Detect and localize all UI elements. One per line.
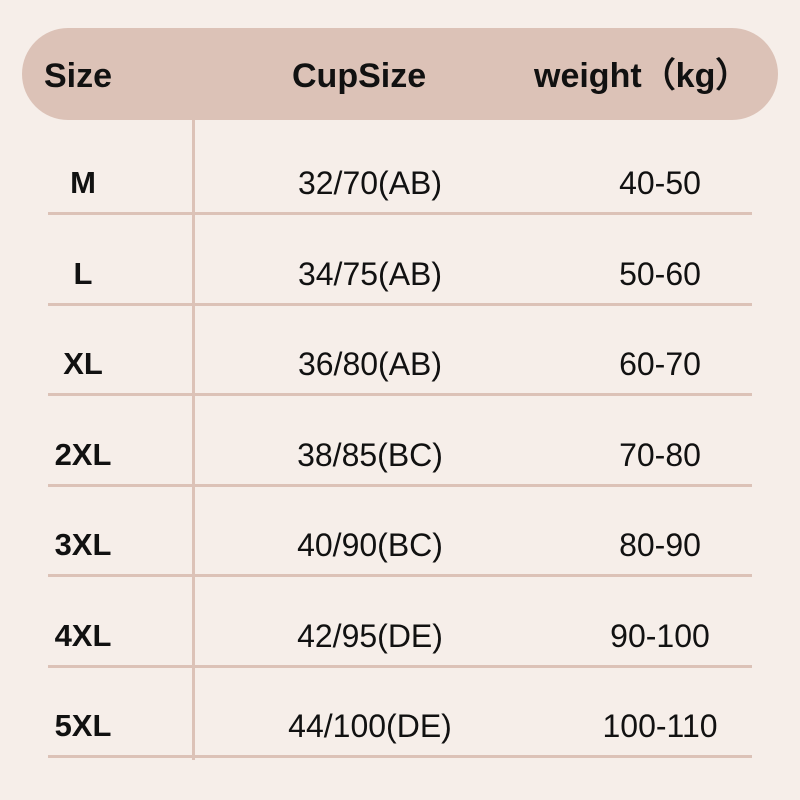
header-weight: weight（kg）: [534, 57, 750, 95]
row-divider: [48, 664, 752, 668]
cupsize-cell: 32/70(AB): [297, 165, 443, 201]
weight-cell: 90-100: [610, 617, 710, 654]
size-cell: 2XL: [54, 436, 112, 472]
size-cell: 3XL: [54, 527, 112, 562]
column-divider: [192, 120, 195, 760]
cupsize-cell: 44/100(DE): [288, 708, 452, 744]
size-cell: L: [73, 255, 93, 291]
weight-cell: 100-110: [602, 708, 718, 744]
row-divider: [48, 574, 752, 577]
header-cupsize: CupSize: [292, 57, 427, 95]
header-size: Size: [44, 57, 113, 95]
cupsize-cell: 34/75(AB): [297, 255, 443, 292]
weight-cell: 80-90: [619, 527, 701, 563]
row-divider: [48, 212, 752, 215]
row-divider: [48, 755, 752, 758]
weight-cell: 60-70: [619, 346, 701, 382]
cupsize-cell: 38/85(BC): [297, 436, 443, 473]
header-band: [22, 28, 778, 120]
size-cell: M: [70, 165, 96, 200]
row-divider: [48, 483, 752, 487]
cupsize-cell: 42/95(DE): [297, 617, 443, 654]
cupsize-cell: 36/80(AB): [297, 346, 443, 382]
weight-cell: 40-50: [619, 165, 701, 201]
size-cell: XL: [63, 346, 103, 381]
row-divider: [48, 393, 752, 396]
size-cell: 4XL: [54, 617, 112, 653]
weight-cell: 70-80: [619, 436, 701, 473]
row-divider: [48, 302, 752, 306]
size-cell: 5XL: [54, 708, 112, 743]
cupsize-cell: 40/90(BC): [297, 527, 443, 563]
weight-cell: 50-60: [619, 255, 701, 292]
